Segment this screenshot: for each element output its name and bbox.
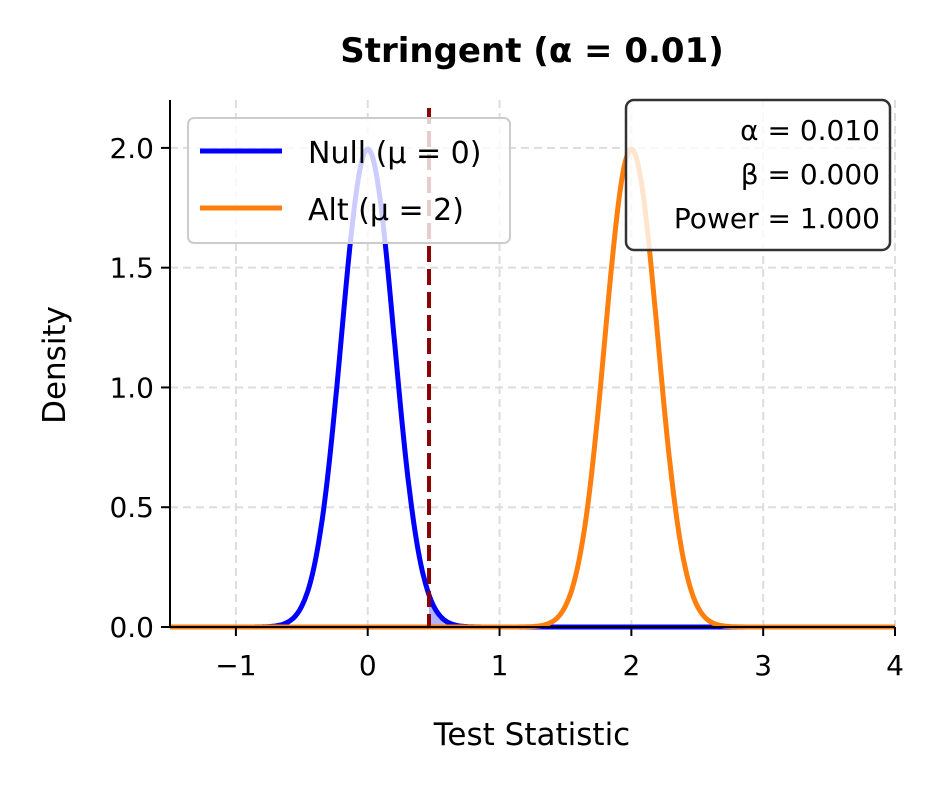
x-tick-label: 4 [886,649,904,682]
alpha-value: α = 0.010 [740,114,880,147]
x-tick-label: 0 [359,649,377,682]
y-tick-label: 0.0 [109,611,154,644]
legend: Null (μ = 0) Alt (μ = 2) [187,117,511,244]
x-tick-label: 1 [491,649,509,682]
chart-title: Stringent (α = 0.01) [340,31,724,71]
x-tick-label: 2 [622,649,640,682]
x-axis-label: Test Statistic [433,717,630,753]
y-axis-label: Density [37,306,73,424]
x-tick-label: 3 [754,649,772,682]
x-tick-label: −1 [215,649,256,682]
y-tick-label: 1.5 [109,252,154,285]
y-tick-label: 2.0 [109,132,154,165]
y-tick-label: 0.5 [109,491,154,524]
legend-label-alt: Alt (μ = 2) [308,193,464,228]
power-value: Power = 1.000 [674,202,880,235]
beta-value: β = 0.000 [741,158,880,191]
stats-annotation-box: α = 0.010 β = 0.000 Power = 1.000 [624,98,892,252]
legend-label-null: Null (μ = 0) [308,136,481,171]
y-tick-label: 1.0 [109,371,154,404]
